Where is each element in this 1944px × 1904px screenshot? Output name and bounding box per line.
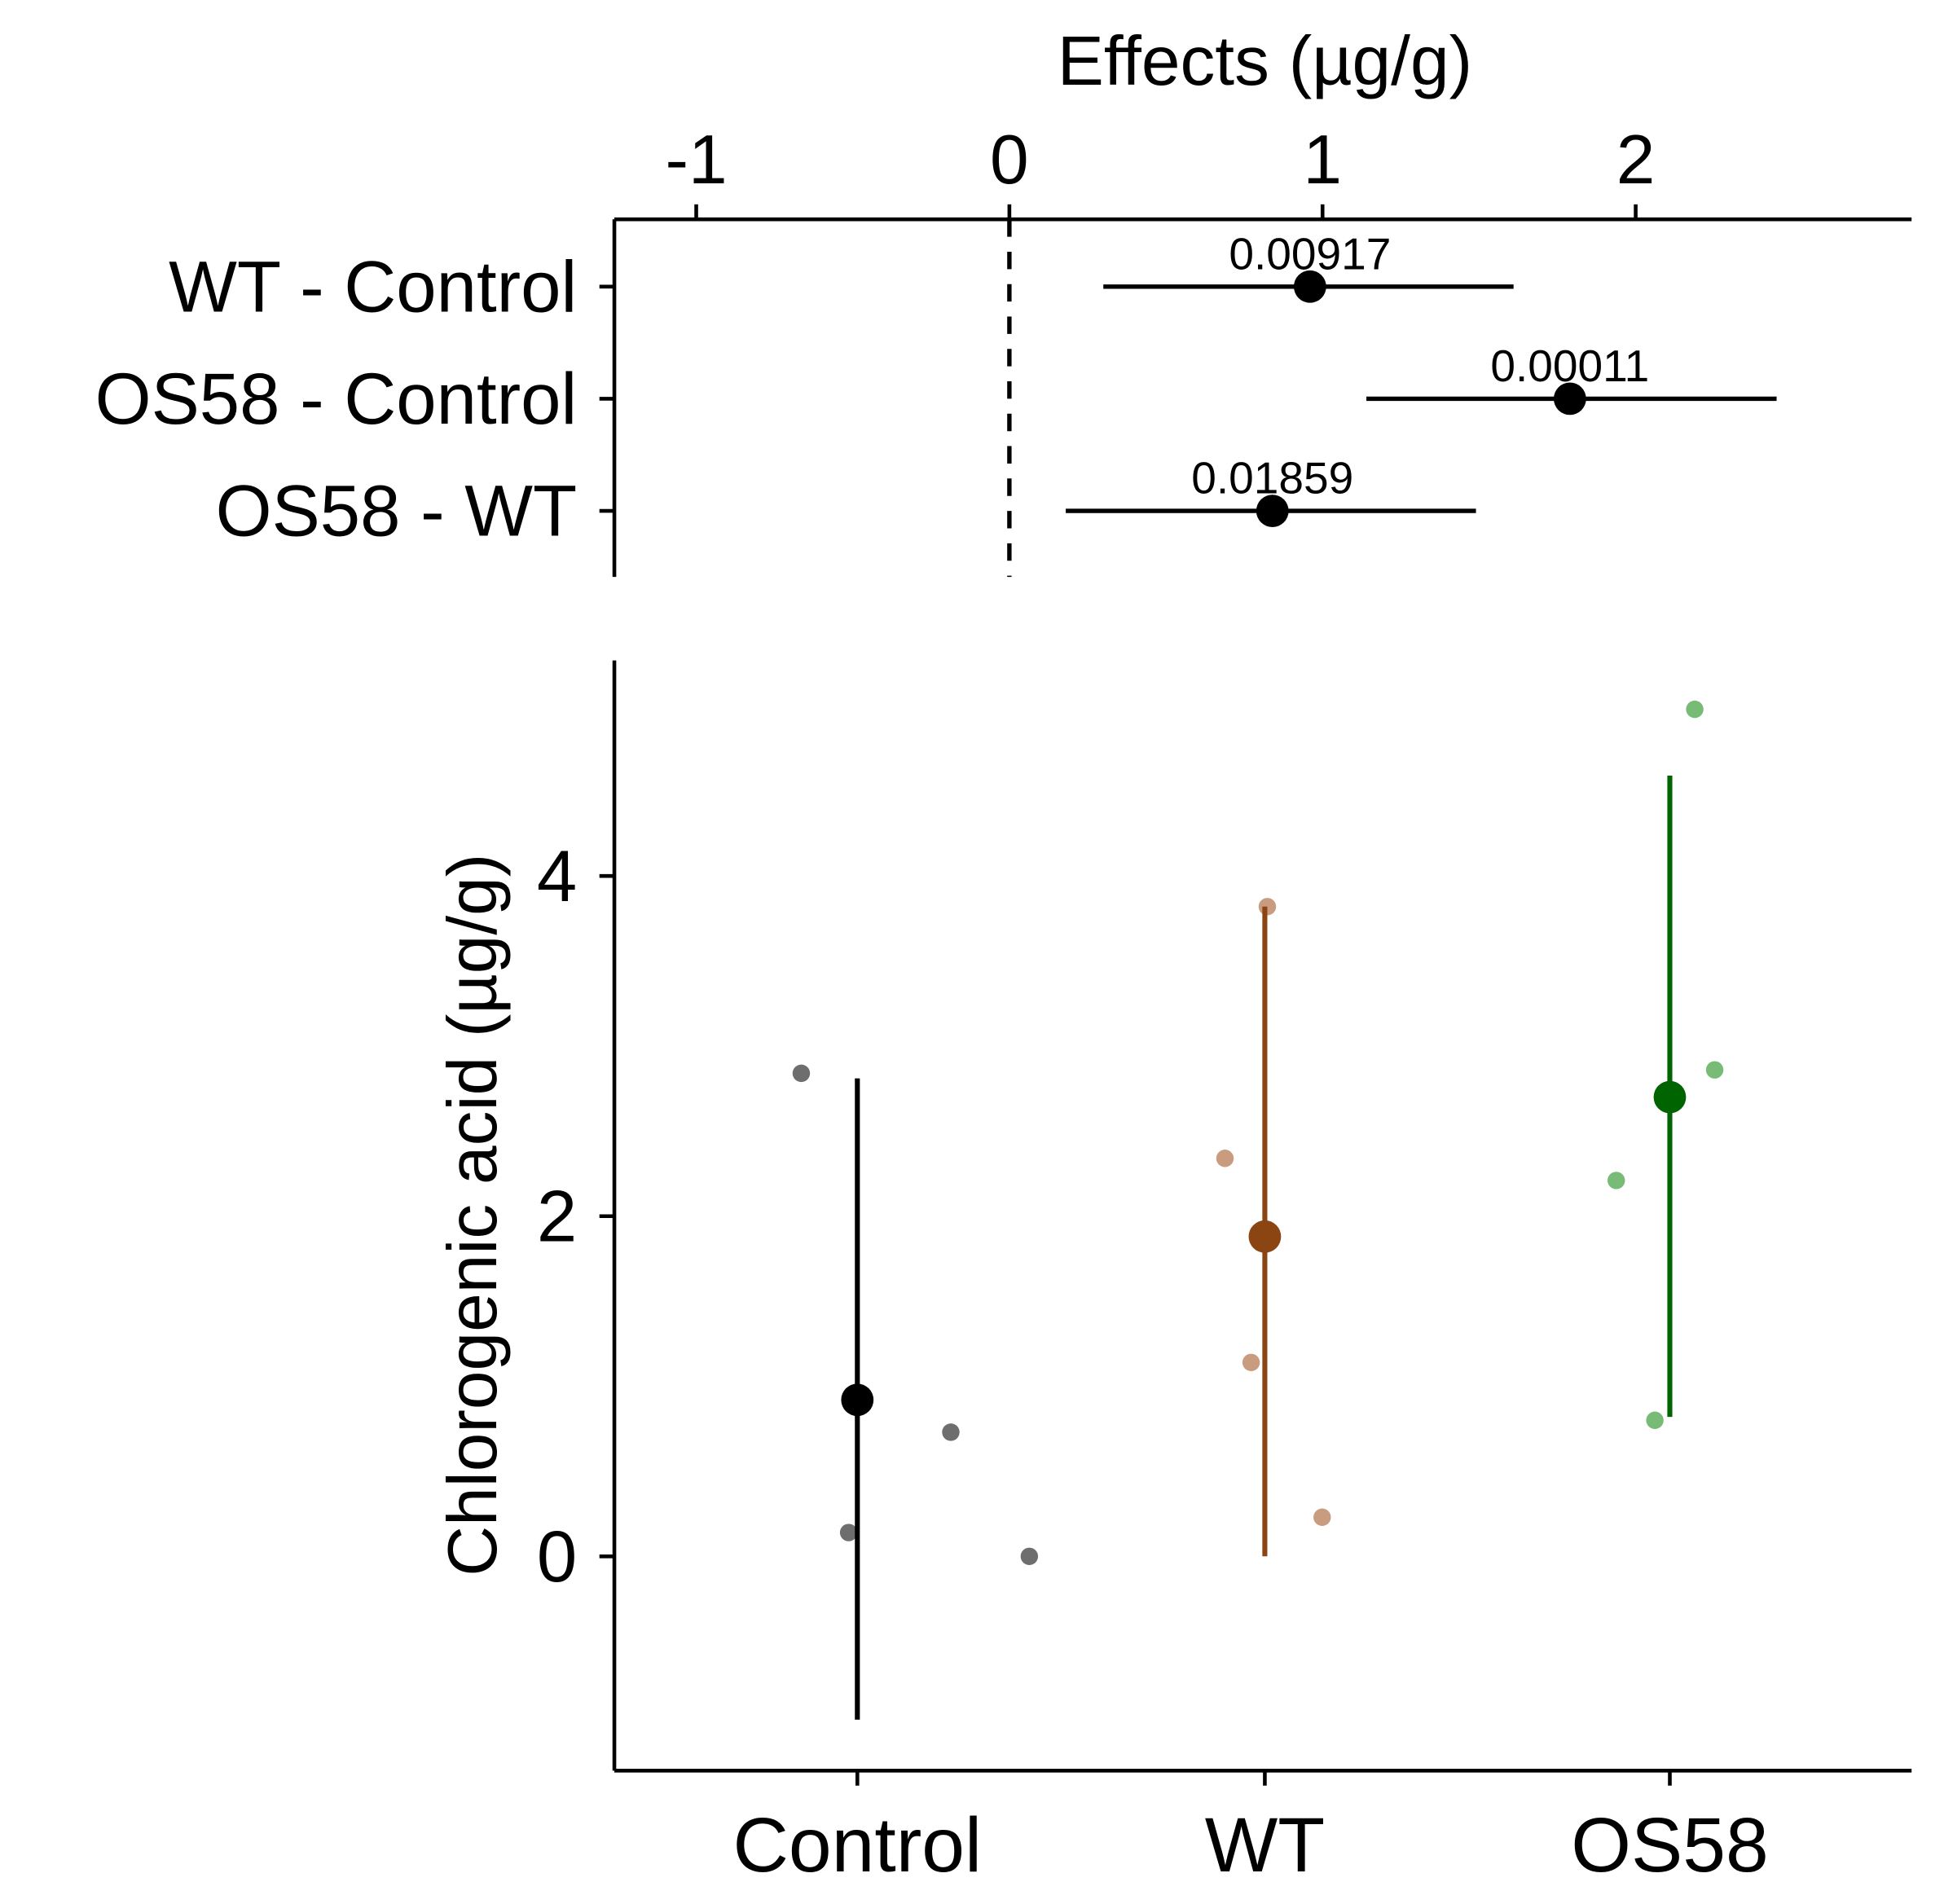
observation-point (1686, 700, 1704, 719)
effect-point (1293, 270, 1326, 303)
group-panel: Chlorogenic acid (µg/g) 0 2 4 Control WT OS5… (433, 660, 1912, 1889)
comparison-label: WT - Control (169, 246, 577, 327)
observation-point (1216, 1150, 1234, 1167)
observation-point (839, 1524, 858, 1541)
p-value-label: 0.01859 (1191, 453, 1353, 503)
group-mean-point (841, 1383, 874, 1417)
observation-point (1313, 1508, 1331, 1526)
observation-point (1020, 1547, 1039, 1565)
p-value-label: 0.00011 (1490, 341, 1649, 391)
effects-panel: Effects (µg/g) -1 0 1 2 WT - Control 0.00917… (95, 22, 1912, 578)
bottom-y-tick-label: 2 (537, 1176, 577, 1256)
group-mean-point (1248, 1220, 1282, 1253)
bottom-y-tick-label: 4 (537, 836, 577, 917)
observation-point (1705, 1061, 1724, 1079)
observation-point (1608, 1172, 1625, 1189)
bottom-x-tick-label: WT (1205, 1802, 1325, 1889)
observation-point (942, 1423, 960, 1441)
bottom-x-tick-label: Control (732, 1802, 982, 1889)
effect-point (1553, 382, 1586, 416)
top-x-tick-label: 2 (1616, 121, 1656, 199)
top-x-tick-label: -1 (665, 121, 727, 199)
top-x-axis-title: Effects (µg/g) (1058, 22, 1472, 100)
comparison-label: OS58 - Control (95, 358, 577, 439)
top-x-tick-label: 1 (1303, 121, 1342, 199)
observation-point (792, 1064, 811, 1083)
effect-point (1256, 495, 1289, 527)
group-mean-point (1653, 1080, 1687, 1114)
p-value-label: 0.00917 (1229, 228, 1391, 279)
comparison-label: OS58 - WT (216, 471, 577, 552)
top-x-tick-label: 0 (990, 121, 1029, 199)
observation-point (1646, 1411, 1664, 1429)
bottom-y-axis-title: Chlorogenic acid (µg/g) (433, 854, 512, 1576)
observation-point (1242, 1353, 1260, 1371)
bottom-y-tick-label: 0 (537, 1516, 577, 1597)
bottom-x-tick-label: OS58 (1571, 1802, 1768, 1889)
